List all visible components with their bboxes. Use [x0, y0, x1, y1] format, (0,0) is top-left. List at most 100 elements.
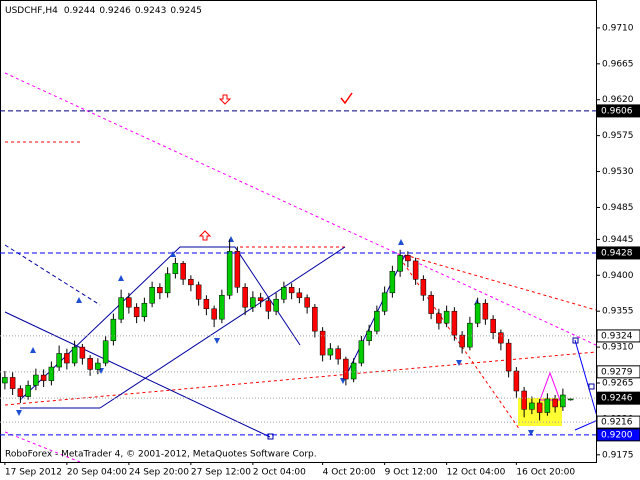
channel-line: [4, 244, 101, 306]
y-tick-label: 0.9575: [602, 131, 634, 141]
candle-body: [474, 302, 481, 324]
chart-header: USDCHF,H4 0.9244 0.9246 0.9243 0.9245: [5, 6, 202, 16]
x-tick-label: 27 Sep 12:00: [191, 468, 251, 478]
candle-body: [33, 374, 39, 386]
fractal-arrow: [76, 297, 82, 303]
fractal-arrow: [340, 378, 346, 384]
candle-body: [2, 377, 8, 384]
candle-body: [443, 310, 450, 324]
candle-body: [110, 318, 117, 341]
fractal-arrow: [214, 338, 220, 344]
x-tick-label: 2 Oct 04:00: [253, 468, 306, 478]
bar-low: 0.9243: [135, 6, 167, 16]
candle-body: [281, 287, 287, 300]
candle-body: [358, 340, 365, 364]
price-label-box: [596, 415, 640, 429]
candle-body: [87, 358, 93, 370]
candle-body: [312, 306, 318, 332]
candle-body: [242, 287, 248, 308]
candle-body: [203, 298, 210, 310]
y-tick-label: 0.9445: [602, 235, 634, 245]
candle-body: [48, 366, 55, 381]
price-label: 0.9606: [601, 106, 633, 116]
candle-body: [350, 362, 357, 380]
y-tick-label: 0.9710: [602, 23, 634, 33]
candle-body: [498, 332, 504, 344]
wave-point: [267, 433, 274, 440]
candle-body: [273, 298, 279, 312]
bar-open: 0.9244: [64, 6, 96, 16]
sell-arrow: [218, 94, 232, 105]
candle-body: [436, 313, 442, 324]
candle-body: [335, 348, 341, 360]
candle-body: [226, 251, 233, 296]
price-label-box: [596, 391, 640, 405]
fractal-arrow: [398, 239, 404, 245]
candle-body: [40, 374, 47, 381]
price-label-box: [596, 104, 640, 118]
candle-body: [521, 390, 527, 410]
candle-body: [296, 292, 303, 298]
candle-body: [219, 294, 225, 320]
x-tick-label: 24 Sep 20:00: [129, 468, 189, 478]
candle-body: [188, 279, 194, 286]
candle-body: [211, 308, 217, 320]
y-tick-label: 0.9400: [602, 271, 634, 281]
candle-body: [552, 398, 558, 408]
candle-body: [560, 394, 566, 408]
candle-body: [56, 353, 62, 368]
plot-frame: [0, 0, 597, 463]
candle-body: [412, 260, 419, 280]
candle-body: [234, 251, 241, 288]
candle-body: [567, 398, 574, 401]
fractal-arrow: [456, 360, 462, 366]
wave-point: [572, 337, 579, 344]
candle-body: [451, 310, 458, 336]
price-label: 0.9200: [601, 430, 633, 440]
symbol: USDCHF,H4: [5, 6, 58, 16]
price-label-box: [596, 428, 640, 442]
candle-body: [102, 340, 109, 364]
candle-body: [149, 287, 155, 304]
price-label: 0.9216: [601, 418, 633, 428]
channel-line: [19, 246, 301, 401]
candle-body: [428, 294, 434, 314]
fractal-arrow: [528, 430, 534, 436]
candle-body: [9, 377, 16, 389]
candle-body: [544, 398, 551, 413]
fractal-arrow: [118, 275, 124, 281]
price-label: 0.9246: [601, 394, 633, 404]
plot-area: [2, 239, 574, 421]
candle-body: [64, 353, 70, 364]
y-tick-label: 0.9310: [602, 343, 634, 353]
candle-body: [405, 255, 411, 262]
candle-body: [118, 297, 124, 320]
candle-body: [126, 297, 132, 308]
candle-body: [288, 287, 295, 294]
candle-body: [172, 263, 179, 274]
candle-body: [327, 348, 334, 356]
y-tick-label: 0.9265: [602, 379, 634, 389]
y-tick-label: 0.9485: [602, 203, 634, 213]
price-label: 0.9324: [601, 331, 633, 341]
candle-body: [343, 358, 349, 380]
y-tick-label: 0.9530: [602, 167, 634, 177]
candle-body: [157, 287, 163, 294]
x-tick-label: 16 Oct 20:00: [516, 468, 575, 478]
buy-arrow: [198, 230, 212, 241]
candle-body: [133, 306, 140, 318]
candle-body: [95, 362, 101, 370]
price-label: 0.9279: [601, 367, 633, 377]
trend-line: [4, 72, 597, 346]
check-mark: [340, 92, 353, 105]
x-tick-label: 17 Sep 2012: [5, 468, 62, 478]
price-label-box: [596, 246, 640, 260]
y-tick-label: 0.9175: [602, 450, 634, 460]
y-tick-label: 0.9355: [602, 307, 634, 317]
candle-body: [374, 310, 380, 332]
x-tick-label: 12 Oct 04:00: [447, 468, 506, 478]
price-label-box: [596, 365, 640, 379]
candle-body: [513, 370, 520, 392]
candle-body: [505, 342, 512, 372]
